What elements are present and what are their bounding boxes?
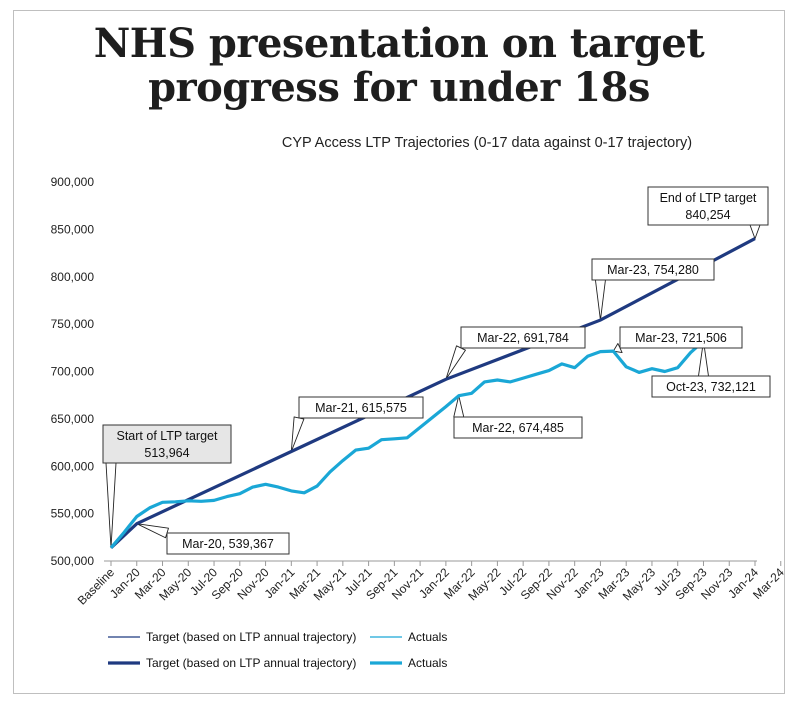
callout-box bbox=[166, 532, 290, 555]
callout-pointer bbox=[136, 523, 169, 539]
callout-label: Mar-21, bbox=[315, 401, 358, 415]
chart-title: CYP Access LTP Trajectories (0-17 data a… bbox=[282, 135, 692, 151]
callout-value: 674,485 bbox=[515, 421, 564, 435]
callout-value: 840,254 bbox=[685, 208, 730, 222]
callout-pointer bbox=[749, 224, 761, 240]
callout-box bbox=[647, 186, 769, 226]
callout-pointer bbox=[594, 279, 606, 321]
y-tick-label: 750,000 bbox=[51, 317, 95, 331]
y-tick-label: 800,000 bbox=[51, 270, 95, 284]
callout-value: 732,121 bbox=[707, 380, 756, 394]
callout-box bbox=[453, 416, 583, 439]
callout-value: 615,575 bbox=[358, 401, 407, 415]
callout-value: 691,784 bbox=[520, 331, 569, 345]
y-tick-label: 500,000 bbox=[51, 554, 95, 568]
callout-value: 754,280 bbox=[650, 263, 699, 277]
callout-box bbox=[619, 326, 743, 349]
callout-text: Mar-21, 615,575 bbox=[315, 401, 407, 415]
legend-label: Actuals bbox=[408, 630, 447, 644]
y-tick-label: 900,000 bbox=[51, 175, 95, 189]
callout-value: 721,506 bbox=[678, 331, 727, 345]
callout-label: Mar-22, bbox=[477, 331, 520, 345]
callout-label: End of LTP target bbox=[660, 191, 757, 205]
callout-text: Mar-23, 754,280 bbox=[607, 263, 699, 277]
callout-label: Mar-20, bbox=[182, 537, 225, 551]
callout-text: Mar-20, 539,367 bbox=[182, 537, 274, 551]
callout-box bbox=[298, 396, 424, 419]
headline: NHS presentation on target progress for … bbox=[93, 20, 705, 111]
callout-value: 539,367 bbox=[225, 537, 274, 551]
y-tick-label: 600,000 bbox=[51, 459, 95, 473]
callout-label: Mar-23, bbox=[635, 331, 678, 345]
callout-box bbox=[591, 258, 715, 281]
callout-pointer bbox=[105, 462, 117, 549]
y-tick-label: 550,000 bbox=[51, 507, 95, 521]
y-tick-label: 650,000 bbox=[51, 412, 95, 426]
y-tick-label: 700,000 bbox=[51, 365, 95, 379]
actuals-series-line bbox=[109, 339, 705, 549]
callout-label: Start of LTP target bbox=[117, 429, 219, 443]
callout-label: Mar-22, bbox=[472, 421, 515, 435]
callout-text: Mar-22, 691,784 bbox=[477, 331, 569, 345]
chart-frame bbox=[13, 10, 785, 694]
callout-text: Oct-23, 732,121 bbox=[666, 380, 756, 394]
legend-label: Target (based on LTP annual trajectory) bbox=[146, 656, 356, 670]
callout-text: Mar-22, 674,485 bbox=[472, 421, 564, 435]
legend-label: Target (based on LTP annual trajectory) bbox=[146, 630, 356, 644]
callout-box bbox=[102, 424, 232, 464]
callout-value: 513,964 bbox=[144, 446, 189, 460]
callout-label: Mar-23, bbox=[607, 263, 650, 277]
callout-box bbox=[460, 326, 586, 349]
callout-label: Oct-23, bbox=[666, 380, 707, 394]
legend-label: Actuals bbox=[408, 656, 447, 670]
callout-box bbox=[651, 375, 771, 398]
y-tick-label: 850,000 bbox=[51, 222, 95, 236]
callout-text: Mar-23, 721,506 bbox=[635, 331, 727, 345]
